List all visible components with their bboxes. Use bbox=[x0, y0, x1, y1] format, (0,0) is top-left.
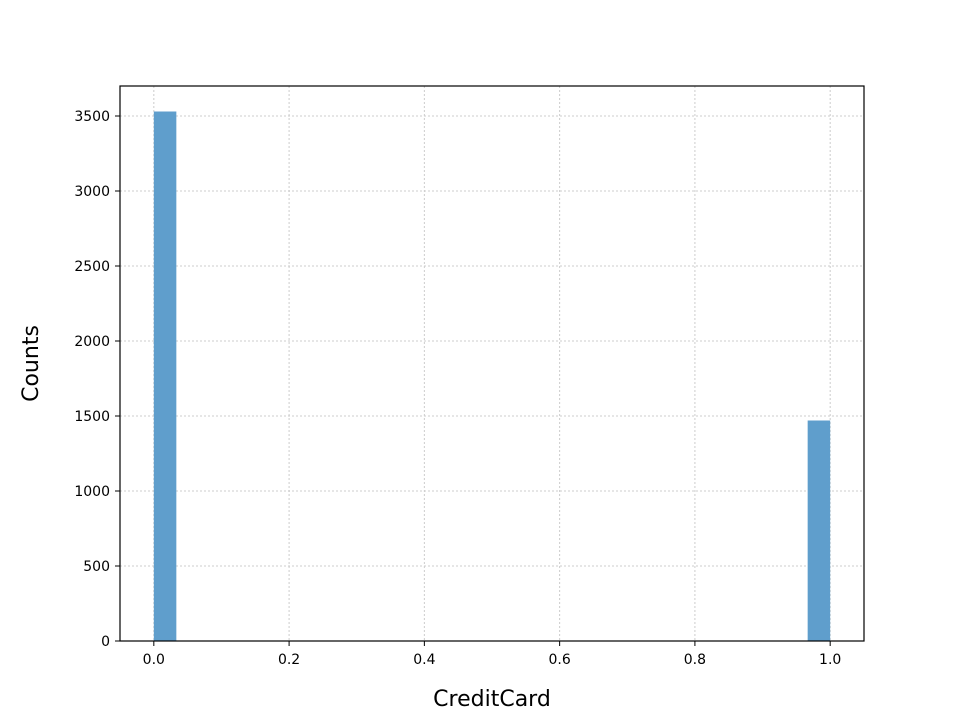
y-tick-label: 500 bbox=[83, 559, 110, 575]
y-axis-ticks: 0 500 1000 1500 2000 2500 3000 3500 bbox=[74, 109, 120, 650]
y-tick-label: 3000 bbox=[74, 184, 110, 200]
y-tick-label: 2500 bbox=[74, 259, 110, 275]
grid-lines bbox=[120, 86, 864, 642]
x-axis-ticks: 0.0 0.2 0.4 0.6 0.8 1.0 bbox=[143, 641, 841, 668]
y-tick-label: 1000 bbox=[74, 484, 110, 500]
x-tick-label: 0.4 bbox=[413, 652, 435, 668]
x-tick-label: 0.0 bbox=[143, 652, 165, 668]
histogram-bars bbox=[153, 111, 831, 641]
y-axis-label: Counts bbox=[19, 325, 44, 402]
plot-frame bbox=[119, 85, 865, 642]
y-tick-label: 3500 bbox=[74, 109, 110, 125]
histogram-bar bbox=[807, 420, 831, 641]
x-tick-label: 0.2 bbox=[278, 652, 300, 668]
y-tick-label: 0 bbox=[101, 634, 110, 650]
x-tick-label: 0.8 bbox=[684, 652, 706, 668]
x-axis-label: CreditCard bbox=[433, 687, 551, 712]
x-tick-label: 1.0 bbox=[819, 652, 841, 668]
y-tick-label: 1500 bbox=[74, 409, 110, 425]
y-tick-label: 2000 bbox=[74, 334, 110, 350]
x-tick-label: 0.6 bbox=[549, 652, 571, 668]
histogram-bar bbox=[153, 111, 177, 641]
